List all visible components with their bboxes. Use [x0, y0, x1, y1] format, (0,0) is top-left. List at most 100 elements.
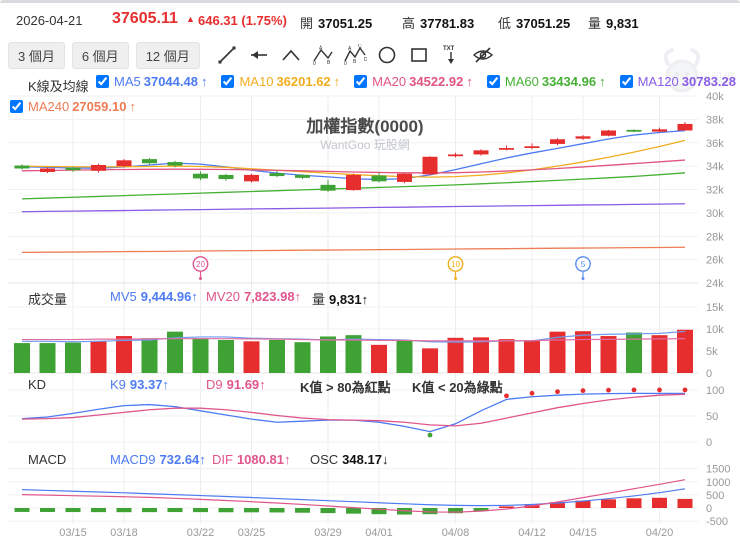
candlestick: [371, 175, 387, 182]
day-marker-knob: [581, 277, 585, 280]
range-button-12m[interactable]: 12 個月: [135, 41, 200, 69]
day-marker-knob: [454, 277, 457, 280]
y-axis-label: 38k: [706, 114, 724, 126]
volume-bar: [90, 340, 107, 373]
osc-bar: [65, 508, 81, 513]
quote-date: 2026-04-21: [16, 13, 83, 28]
osc-bar: [626, 498, 642, 508]
ma-legend-item-ma240[interactable]: MA240 27059.10 ↑: [10, 99, 136, 114]
candlestick: [550, 139, 565, 144]
macd-panel-label: MACD: [28, 452, 67, 467]
y-axis-label: -500: [706, 516, 728, 528]
circle-tool-icon[interactable]: [375, 43, 399, 67]
day-marker-label: 5: [581, 260, 586, 269]
high-quote: 高 37781.83: [402, 16, 475, 31]
x-axis-date-label: 03/18: [110, 527, 138, 539]
rectangle-tool-icon[interactable]: [407, 43, 431, 67]
macd-panel-header: MACD MACD9 732.64↑ DIF 1080.81↑ OSC 348.17↓: [0, 452, 740, 468]
y-axis-label: 0: [706, 368, 712, 380]
d9-value: D9 91.69↑: [206, 377, 266, 392]
y-axis-label: 30k: [706, 208, 724, 220]
ma-legend-item-ma5[interactable]: MA5 37044.48 ↑: [96, 74, 207, 89]
volume-quote: 量 9,831: [588, 16, 639, 31]
kd-red-dot: [555, 389, 560, 395]
volume-value: 量 9,831↑: [312, 292, 369, 307]
ma240-line: [21, 246, 686, 254]
range-button-6m[interactable]: 6 個月: [71, 41, 129, 69]
ma120-checkbox[interactable]: [619, 75, 633, 88]
candlestick: [448, 154, 463, 157]
osc-bar: [91, 508, 106, 513]
ma240-checkbox[interactable]: [10, 100, 23, 113]
candlestick: [269, 173, 285, 177]
svg-text:D: D: [364, 57, 367, 63]
volume-bar: [422, 348, 438, 373]
osc-bar: [346, 508, 361, 514]
day-marker-circle: [447, 256, 464, 272]
mv20-value: MV20 7,823.98↑: [206, 289, 302, 304]
ma-legend-row-2: MA240 27059.10 ↑: [10, 99, 136, 114]
candlestick: [346, 174, 361, 191]
svg-text:C: C: [358, 44, 362, 50]
ma-value: 30783.28: [681, 74, 737, 89]
volume-bar: [141, 338, 158, 373]
horizontal-arrow-tool-icon[interactable]: [247, 43, 271, 67]
hide-drawings-eye-slash-icon[interactable]: [471, 43, 495, 67]
volume-bar: [294, 342, 311, 373]
up-arrow-icon: ↑: [599, 74, 606, 89]
candlestick: [193, 173, 208, 179]
ma60-checkbox[interactable]: [486, 75, 500, 88]
ma-legend-item-ma60[interactable]: MA60 33434.96 ↑: [486, 74, 606, 89]
osc-bar: [14, 508, 30, 512]
wave-abc-tool-icon[interactable]: A 0 B: [311, 43, 335, 67]
angle-tool-icon[interactable]: [279, 43, 303, 67]
kd-red-dot: [529, 390, 535, 396]
ma-legend-item-ma10[interactable]: MA10 36201.62 ↑: [221, 74, 340, 89]
volume-bar: [651, 335, 668, 373]
y-axis-label: 40k: [706, 91, 724, 103]
y-axis-label: 36k: [706, 138, 724, 150]
d-line: [21, 393, 686, 427]
ma10-checkbox[interactable]: [221, 75, 235, 88]
ma20-checkbox[interactable]: [354, 75, 368, 88]
kd-red-dot-hint: K值 > 80為紅點: [300, 380, 391, 395]
up-triangle-icon: ▲: [186, 14, 195, 24]
osc-bar: [320, 508, 336, 514]
osc-bar: [193, 508, 208, 513]
trendline-tool-icon[interactable]: [215, 43, 239, 67]
volume-bar: [549, 331, 566, 373]
ma-name: MA240: [28, 99, 70, 114]
ma20-line: [21, 159, 686, 174]
y-axis-label: 1000: [706, 477, 730, 489]
ma-value: 37044.48: [143, 74, 198, 89]
day-marker-circle: [575, 256, 591, 272]
y-axis-label: 0: [706, 503, 712, 515]
y-axis-label: 10k: [706, 324, 724, 336]
svg-text:A: A: [319, 46, 323, 52]
ma5-checkbox[interactable]: [96, 75, 109, 88]
osc-bar: [244, 508, 259, 513]
y-axis-label: 1500: [706, 464, 730, 476]
x-axis-date-label: 04/20: [646, 527, 674, 539]
ma-name: MA10: [239, 74, 274, 89]
x-axis-date-label: 03/15: [59, 527, 87, 539]
y-axis-label: 15k: [706, 302, 724, 314]
ma-name: MA20: [372, 74, 407, 89]
ma-legend-item-ma20[interactable]: MA20 34522.92 ↑: [354, 74, 473, 89]
x-axis-date-label: 04/15: [569, 527, 597, 539]
candlestick: [295, 174, 310, 178]
ma-value: 36201.62: [276, 74, 331, 89]
volume-bar: [524, 340, 540, 373]
text-tool-icon[interactable]: TXT: [439, 43, 463, 67]
legend-title: K線及均線: [28, 79, 89, 94]
range-button-3m[interactable]: 3 個月: [8, 41, 65, 69]
bull-logo-watermark: 玩股網: [663, 48, 735, 93]
ma-name: MA60: [504, 74, 539, 89]
candlestick: [601, 130, 616, 136]
y-axis-label: 500: [706, 490, 724, 502]
volume-bar: [167, 331, 183, 373]
ma-value: 34522.92: [409, 74, 464, 89]
